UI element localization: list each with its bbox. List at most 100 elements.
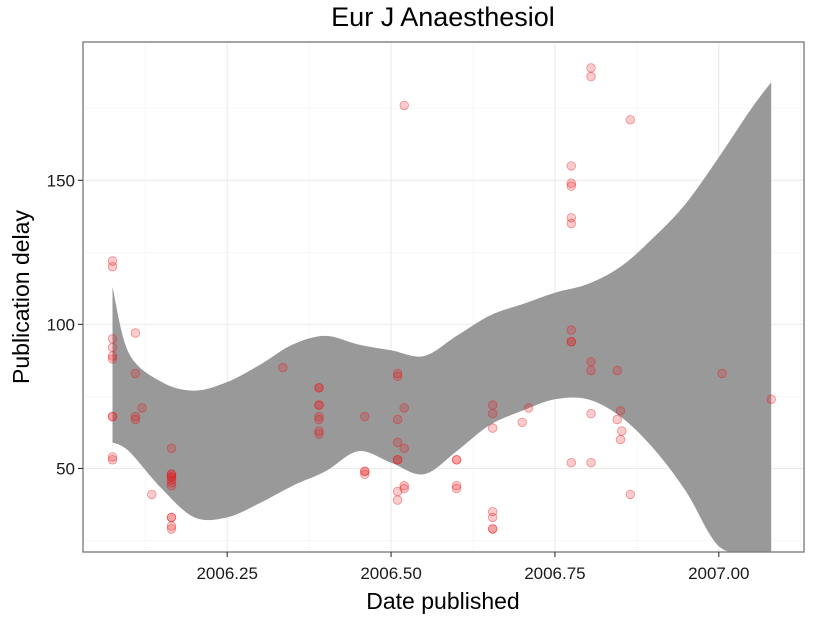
data-point — [360, 469, 370, 479]
data-point — [166, 524, 177, 534]
data-point — [566, 178, 577, 188]
confidence-ribbon-layer — [112, 82, 772, 553]
data-point — [360, 411, 370, 422]
data-point — [617, 426, 627, 436]
x-tick-label: 2006.25 — [196, 564, 257, 583]
data-point — [566, 213, 577, 223]
data-point — [488, 524, 498, 534]
data-point — [488, 400, 498, 410]
plot-panel-border — [82, 41, 805, 553]
data-point — [451, 455, 462, 465]
data-point — [615, 406, 626, 416]
data-point — [392, 368, 403, 379]
data-point — [130, 328, 141, 338]
data-point — [488, 423, 498, 433]
data-point — [314, 400, 324, 410]
data-point — [586, 357, 596, 367]
data-point — [166, 521, 177, 531]
x-tick-label: 2007.00 — [688, 564, 749, 583]
data-point — [107, 411, 118, 422]
chart-title: Eur J Anaesthesiol — [331, 2, 555, 32]
x-tick-label: 2006.50 — [360, 564, 421, 583]
x-tick-label: 2006.75 — [524, 564, 585, 583]
data-point — [566, 218, 577, 229]
data-point — [717, 368, 727, 379]
data-point — [524, 403, 534, 413]
data-point — [451, 481, 462, 491]
points-layer — [107, 63, 776, 534]
data-point — [612, 414, 622, 425]
data-point — [130, 411, 141, 422]
data-point — [586, 365, 596, 376]
data-point — [166, 469, 177, 479]
data-point — [360, 466, 370, 477]
data-point — [314, 429, 324, 439]
data-point — [451, 455, 462, 465]
data-point — [314, 383, 324, 393]
data-point — [107, 351, 118, 361]
y-tick-label: 100 — [47, 315, 75, 334]
data-point — [625, 489, 636, 500]
data-point — [517, 417, 527, 428]
data-point — [107, 334, 118, 344]
data-point — [392, 414, 403, 425]
data-point — [586, 409, 596, 419]
data-point — [399, 100, 409, 111]
data-point — [278, 362, 288, 373]
data-point — [392, 455, 403, 465]
data-point — [314, 383, 324, 393]
data-point — [107, 342, 118, 353]
data-point — [392, 495, 403, 505]
data-point — [137, 403, 147, 413]
data-point — [314, 411, 324, 422]
data-point — [107, 455, 118, 465]
data-point — [107, 452, 118, 462]
data-point — [314, 414, 324, 425]
data-point — [566, 458, 577, 468]
data-point — [566, 337, 577, 347]
x-axis-label: Date published — [366, 588, 519, 614]
data-point — [612, 365, 622, 376]
data-point — [166, 481, 177, 491]
data-point — [625, 115, 636, 125]
data-point — [166, 475, 177, 485]
data-point — [586, 458, 596, 468]
data-point — [392, 437, 403, 448]
data-point — [147, 489, 157, 500]
data-point — [166, 469, 177, 479]
data-point — [166, 478, 177, 488]
data-point — [360, 466, 370, 477]
data-point — [314, 426, 324, 436]
data-point — [399, 403, 409, 413]
data-point — [488, 507, 498, 517]
y-axis-label: Publication delay — [8, 210, 34, 384]
data-point — [566, 337, 577, 347]
data-point — [488, 512, 498, 523]
data-point — [399, 483, 409, 494]
data-point — [488, 409, 498, 419]
data-point — [766, 394, 776, 405]
data-point — [166, 472, 177, 482]
data-point — [392, 371, 403, 381]
data-point — [130, 368, 141, 379]
data-point — [392, 486, 403, 497]
data-point — [586, 63, 596, 73]
data-point — [107, 354, 118, 364]
data-point — [314, 400, 324, 410]
data-point — [615, 434, 626, 445]
confidence-ribbon — [112, 82, 772, 553]
data-point — [566, 181, 577, 191]
data-point — [107, 262, 118, 272]
axis-ticks: 2006.25 2006.50 2006.75 2007.00 50 100 150 — [47, 171, 750, 583]
data-point — [488, 524, 498, 534]
data-point — [130, 414, 141, 425]
data-point — [166, 472, 177, 482]
y-tick-label: 50 — [56, 459, 75, 478]
data-point — [392, 455, 403, 465]
data-point — [107, 411, 118, 422]
y-tick-label: 150 — [47, 171, 75, 190]
data-point — [166, 512, 177, 523]
data-point — [399, 443, 409, 454]
data-point — [107, 256, 118, 266]
